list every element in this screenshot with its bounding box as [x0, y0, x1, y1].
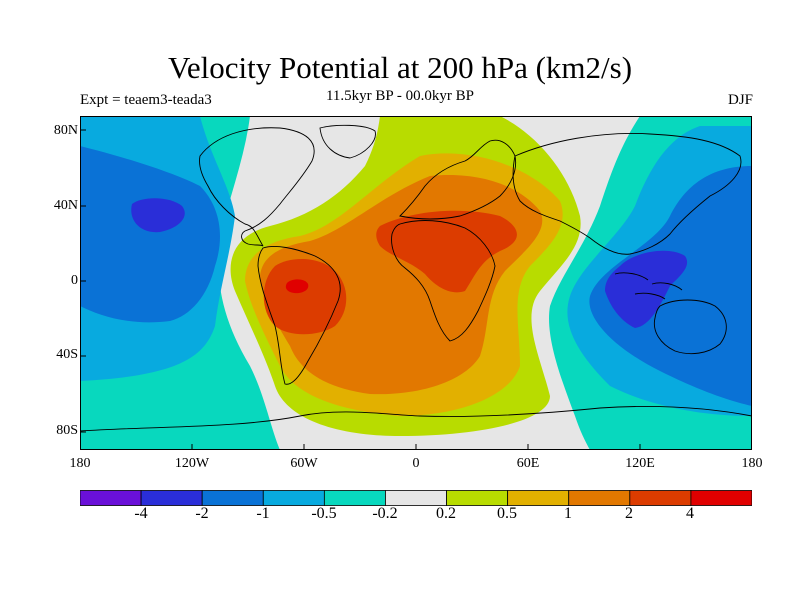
- australia-coast: [653, 299, 727, 355]
- lat-tick-label: 40N: [53, 198, 78, 213]
- lat-tick-label: 40S: [56, 347, 78, 362]
- greenland-coast: [319, 124, 376, 159]
- contour-pos-2-africa: [376, 210, 517, 293]
- colorbar-box: [80, 490, 142, 506]
- lon-tick-label: 60W: [290, 456, 318, 471]
- map-frame: [80, 116, 752, 450]
- velocity-potential-map: [80, 116, 752, 450]
- colorbar-label: -4: [134, 505, 148, 522]
- colorbar-label: -0.2: [372, 505, 398, 522]
- contour-neg-1-west: [80, 146, 220, 323]
- colorbar-box: [140, 490, 203, 506]
- south-america-coast: [257, 245, 341, 385]
- lon-tick-label: 180: [741, 456, 763, 471]
- chart-title: Velocity Potential at 200 hPa (km2/s): [167, 50, 633, 85]
- colorbar-box: [323, 490, 386, 506]
- season-label: DJF: [727, 92, 753, 108]
- lon-tick-label: 120W: [174, 456, 210, 471]
- colorbar-label: 0.2: [436, 505, 456, 522]
- indonesia-coast: [614, 272, 683, 300]
- chart-subtitle: 11.5kyr BP - 00.0kyr BP: [325, 88, 475, 104]
- colorbar-box: [629, 490, 692, 506]
- contour-pos-2-amazon: [263, 259, 347, 335]
- lat-tick-label: 0: [71, 273, 78, 288]
- colorbar-label: 4: [686, 505, 694, 522]
- colorbar-label: -1: [256, 505, 270, 522]
- colorbar-label: 2: [625, 505, 633, 522]
- colorbar: [80, 490, 752, 506]
- contour-neg-1-east: [589, 166, 752, 406]
- lat-tick-label: 80N: [53, 123, 78, 138]
- contour-pos-4-amazon: [285, 279, 309, 294]
- lon-tick-label: 180: [69, 456, 91, 471]
- lat-tick-label: 80S: [56, 423, 78, 438]
- colorbar-box: [507, 490, 570, 506]
- lon-tick-label: 0: [412, 456, 420, 471]
- asia-coast: [512, 133, 742, 255]
- africa-coast: [391, 220, 496, 342]
- lon-tick-label: 120E: [625, 456, 655, 471]
- colorbar-box: [385, 490, 447, 506]
- colorbar-box: [568, 490, 631, 506]
- lon-tick-label: 60E: [516, 456, 540, 471]
- experiment-label: Expt = teaem3-teada3: [80, 92, 212, 108]
- coastlines: [80, 124, 752, 432]
- north-america-coast: [199, 127, 315, 247]
- colorbar-box: [446, 490, 509, 506]
- antarctica-coast: [80, 406, 752, 432]
- colorbar-label: -2: [195, 505, 209, 522]
- contour-neg-2-indonesia: [605, 250, 688, 328]
- colorbar-label: 1: [564, 505, 572, 522]
- colorbar-label: 0.5: [497, 505, 517, 522]
- contour-neg-2-north-pacific: [131, 198, 185, 233]
- europe-coast: [399, 139, 517, 220]
- colorbar-box: [262, 490, 325, 506]
- colorbar-label: -0.5: [311, 505, 337, 522]
- colorbar-box: [201, 490, 264, 506]
- colorbar-box: [690, 490, 752, 506]
